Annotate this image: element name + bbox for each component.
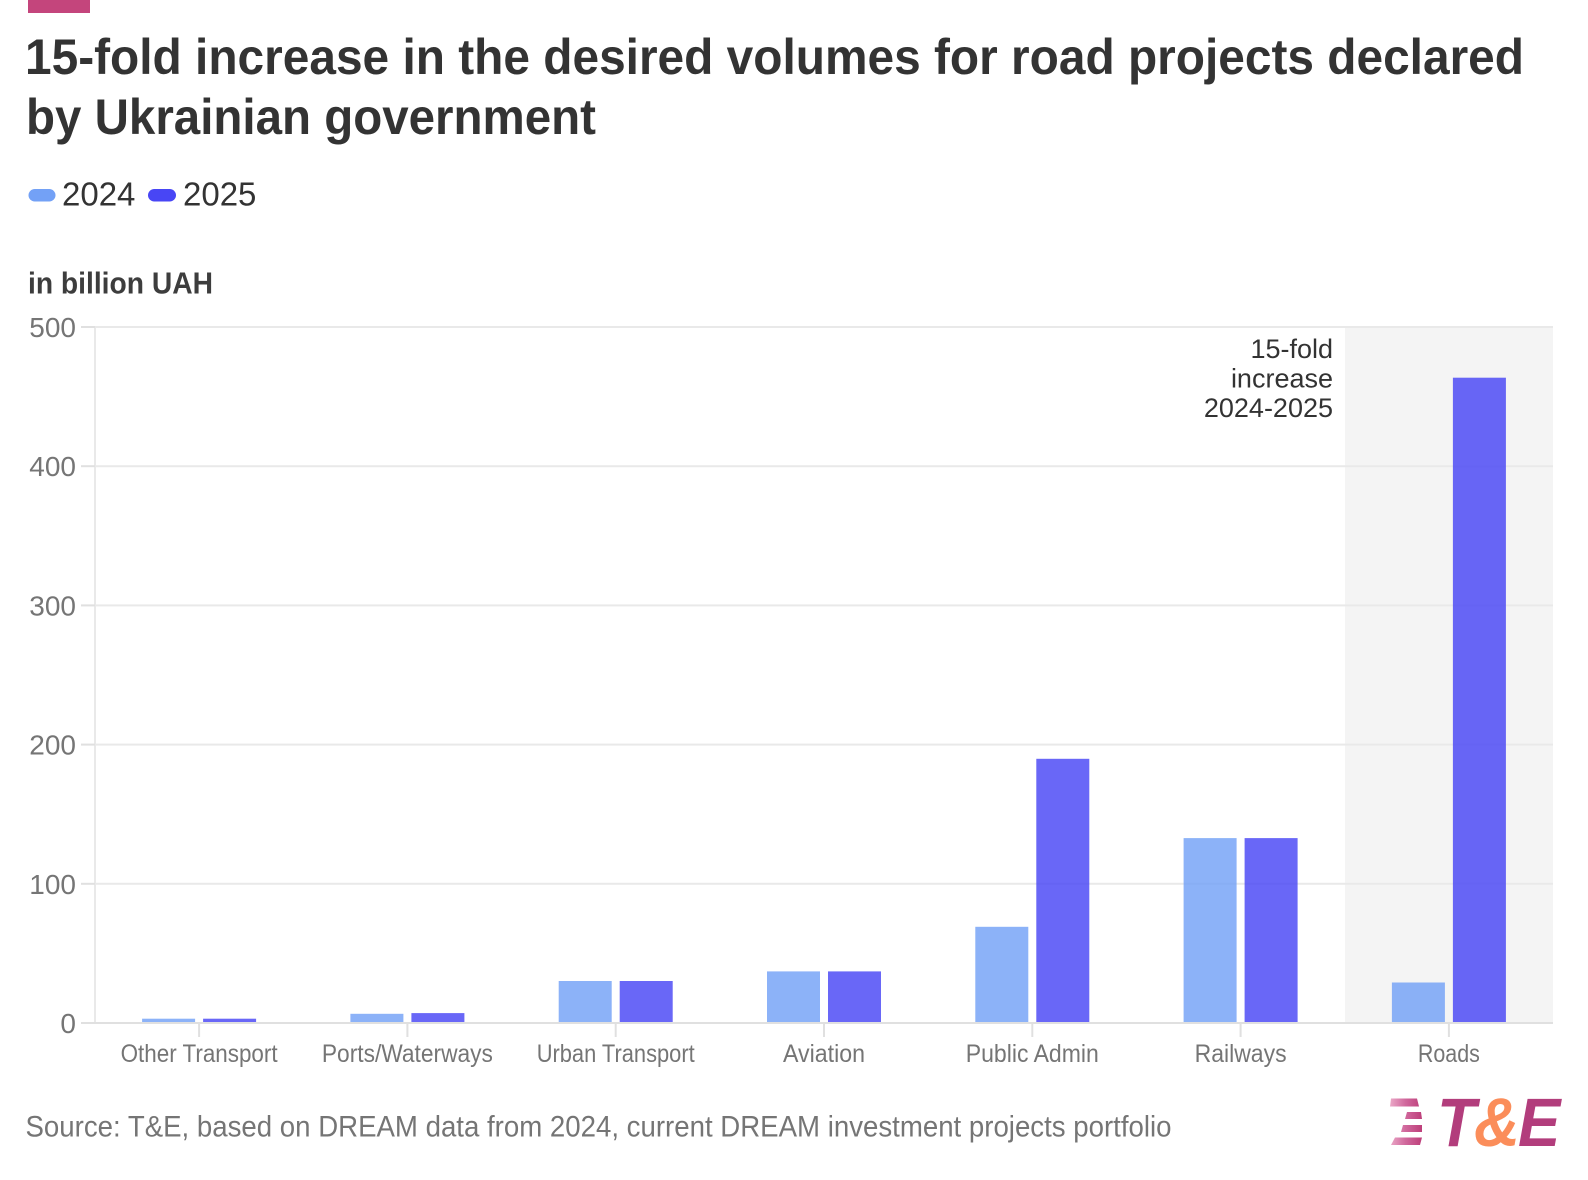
svg-text:400: 400 (29, 451, 76, 482)
svg-text:by Ukrainian government: by Ukrainian government (26, 89, 596, 145)
svg-text:2024-2025: 2024-2025 (1204, 393, 1333, 423)
svg-text:200: 200 (29, 730, 76, 761)
svg-text:Aviation: Aviation (783, 1040, 865, 1068)
svg-text:Roads: Roads (1418, 1040, 1480, 1068)
svg-text:15-fold increase in the desire: 15-fold increase in the desired volumes … (25, 29, 1524, 85)
svg-text:15-fold: 15-fold (1250, 334, 1333, 364)
svg-text:Other Transport: Other Transport (121, 1040, 278, 1068)
svg-text:500: 500 (29, 312, 76, 343)
svg-text:2024: 2024 (62, 176, 135, 213)
svg-text:0: 0 (60, 1008, 76, 1039)
svg-text:Urban Transport: Urban Transport (537, 1040, 695, 1068)
svg-text:100: 100 (29, 869, 76, 900)
svg-text:Ports/Waterways: Ports/Waterways (322, 1040, 493, 1068)
svg-text:2025: 2025 (183, 176, 256, 213)
svg-text:Railways: Railways (1195, 1040, 1287, 1068)
svg-text:increase: increase (1231, 364, 1333, 394)
svg-text:in billion UAH: in billion UAH (28, 266, 213, 301)
svg-text:Public Admin: Public Admin (966, 1040, 1099, 1068)
svg-text:Source: T&E, based on DREAM da: Source: T&E, based on DREAM data from 20… (26, 1111, 1172, 1144)
svg-text:300: 300 (29, 590, 76, 621)
svg-text:T&E: T&E (1437, 1085, 1562, 1162)
